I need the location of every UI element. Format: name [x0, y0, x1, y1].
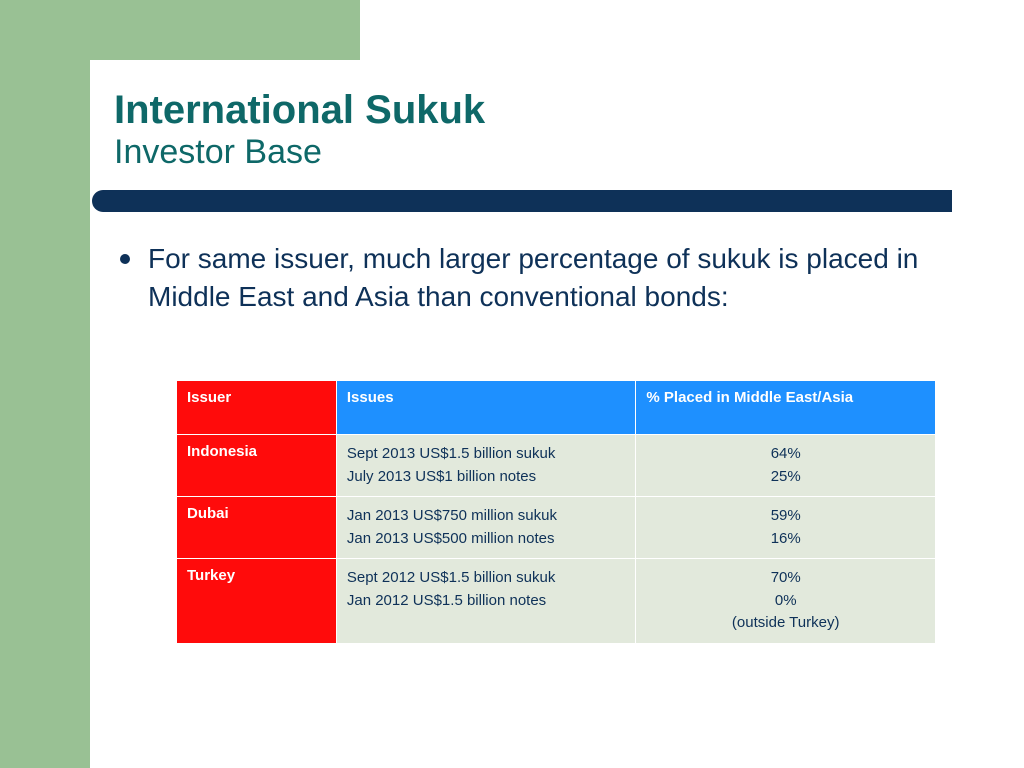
cell-issuer: Indonesia	[177, 435, 337, 497]
header-issuer: Issuer	[177, 381, 337, 435]
table-header-row: Issuer Issues % Placed in Middle East/As…	[177, 381, 936, 435]
bullet-text: For same issuer, much larger percentage …	[148, 240, 950, 316]
slide-title-main: International Sukuk	[114, 88, 485, 132]
cell-placed: 70%0%(outside Turkey)	[636, 559, 936, 644]
table-body: IndonesiaSept 2013 US$1.5 billion sukukJ…	[177, 435, 936, 644]
slide-title-sub: Investor Base	[114, 134, 485, 171]
table-row: IndonesiaSept 2013 US$1.5 billion sukukJ…	[177, 435, 936, 497]
bullet-item: For same issuer, much larger percentage …	[120, 240, 950, 316]
cell-issues: Jan 2013 US$750 million sukukJan 2013 US…	[336, 497, 636, 559]
header-placed: % Placed in Middle East/Asia	[636, 381, 936, 435]
cell-issuer: Dubai	[177, 497, 337, 559]
cell-placed: 64%25%	[636, 435, 936, 497]
left-side-band	[0, 0, 90, 768]
table-row: TurkeySept 2012 US$1.5 billion sukukJan …	[177, 559, 936, 644]
cell-issues: Sept 2012 US$1.5 billion sukukJan 2012 U…	[336, 559, 636, 644]
header-issues: Issues	[336, 381, 636, 435]
divider-bar	[92, 190, 952, 212]
cell-placed: 59%16%	[636, 497, 936, 559]
title-block: International Sukuk Investor Base	[114, 88, 485, 171]
bullet-dot-icon	[120, 254, 130, 264]
top-accent-band	[90, 0, 360, 60]
table-row: DubaiJan 2013 US$750 million sukukJan 20…	[177, 497, 936, 559]
sukuk-table: Issuer Issues % Placed in Middle East/As…	[176, 380, 936, 644]
cell-issuer: Turkey	[177, 559, 337, 644]
bullet-block: For same issuer, much larger percentage …	[120, 240, 950, 316]
cell-issues: Sept 2013 US$1.5 billion sukukJuly 2013 …	[336, 435, 636, 497]
